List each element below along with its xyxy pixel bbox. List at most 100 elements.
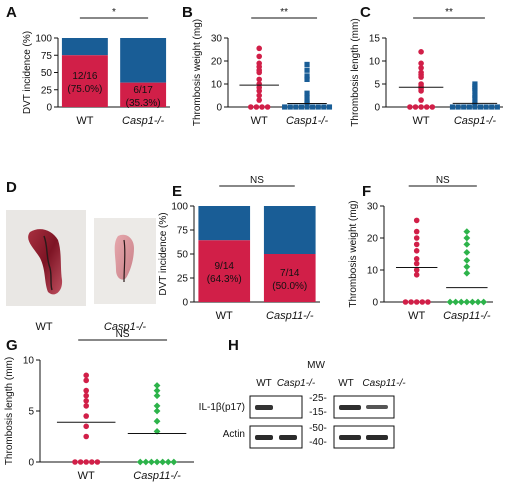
data-point — [494, 104, 500, 110]
panel-letter: A — [6, 4, 17, 21]
suture-ko — [123, 239, 126, 283]
mw-marker: -25- — [309, 393, 327, 404]
panel-f: F 0 10 20 30 Thrombosis weight (mg) WT Casp11-/… — [348, 175, 493, 322]
data-point — [413, 241, 420, 248]
bar-percent-label: (50.0%) — [272, 281, 307, 292]
data-point — [423, 104, 430, 110]
y-tick-label: 75 — [41, 51, 53, 62]
data-point — [256, 97, 263, 103]
data-point — [153, 407, 161, 415]
data-point — [472, 104, 478, 110]
blot-band — [255, 405, 273, 410]
data-point — [483, 104, 489, 110]
significance-label: * — [112, 7, 116, 18]
category-label: WT — [76, 115, 93, 127]
panel-b: B 0 10 20 30 Thrombosis weight (mg) WT Casp1-/-… — [182, 4, 333, 127]
significance-label: NS — [116, 329, 130, 340]
data-point — [248, 104, 254, 110]
y-tick-label: 20 — [367, 234, 379, 245]
panel-d: D WT Casp1-/- — [6, 179, 156, 333]
data-point — [304, 90, 310, 96]
panel-g: G 0 5 10 Thrombosis length (mm) WT Casp11-/- NS — [4, 329, 194, 482]
bar-positive — [61, 55, 108, 107]
bar-count-label: 12/16 — [72, 71, 97, 82]
y-axis-label: DVT incidence (%) — [22, 31, 33, 114]
panel-letter: G — [6, 337, 18, 354]
data-point — [418, 88, 424, 94]
bar-positive — [198, 240, 251, 302]
y-axis-label: Thrombosis length (mm) — [350, 18, 361, 126]
data-point — [472, 95, 478, 101]
data-point — [413, 217, 420, 224]
y-tick-label: 10 — [369, 57, 381, 68]
significance-label: ** — [280, 7, 288, 18]
data-point — [326, 104, 333, 110]
data-point — [170, 458, 178, 466]
data-point — [413, 255, 420, 262]
blot-box — [249, 425, 303, 449]
y-tick-label: 10 — [23, 356, 35, 367]
data-point — [304, 104, 310, 110]
data-point — [466, 104, 472, 110]
data-point — [463, 257, 471, 264]
data-point — [142, 458, 150, 466]
bar-negative — [61, 38, 108, 56]
y-tick-label: 10 — [367, 266, 379, 277]
bar-percent-label: (64.3%) — [207, 274, 242, 285]
category-label: Casp1-/- — [122, 115, 165, 127]
data-point — [463, 269, 471, 277]
data-point — [413, 272, 420, 278]
y-tick-label: 15 — [369, 34, 381, 45]
blot-band — [366, 435, 388, 440]
y-tick-label: 50 — [41, 68, 53, 79]
category-label: Casp1-/- — [454, 115, 497, 127]
data-point — [83, 423, 89, 430]
data-point — [480, 298, 488, 306]
data-point — [413, 235, 420, 241]
data-point — [463, 241, 471, 248]
y-axis-label: Thrombosis weight (mg) — [192, 19, 203, 126]
category-label: Casp11-/- — [266, 310, 314, 322]
data-point — [304, 61, 310, 68]
category-label: Casp1-/- — [286, 115, 329, 127]
data-point — [259, 104, 265, 110]
data-point — [463, 228, 471, 235]
panel-letter: B — [182, 4, 193, 21]
y-tick-label: 0 — [216, 103, 222, 114]
data-point — [461, 104, 467, 110]
blot-box — [333, 425, 395, 449]
data-point — [449, 104, 456, 110]
data-point — [463, 234, 471, 242]
data-point — [455, 104, 461, 110]
category-label: WT — [251, 115, 268, 127]
data-point — [83, 459, 89, 465]
bar-count-label: 6/17 — [133, 85, 153, 96]
data-point — [153, 458, 161, 466]
data-point — [256, 53, 263, 60]
y-tick-label: 0 — [28, 458, 34, 469]
data-point — [83, 372, 89, 379]
data-point — [83, 377, 89, 384]
data-point — [83, 387, 89, 394]
y-tick-label: 0 — [182, 298, 188, 309]
y-axis-label: Thrombosis weight (mg) — [348, 200, 359, 307]
category-label: Casp11-/- — [133, 470, 181, 482]
data-point — [452, 298, 460, 306]
data-point — [256, 45, 263, 52]
y-tick-label: 75 — [177, 226, 189, 237]
panel-h: H MW WT Casp1-/- WT Casp11-/- IL-1β(p17) Actin -… — [199, 337, 406, 449]
data-point — [287, 104, 293, 110]
data-point — [413, 248, 420, 254]
data-point — [463, 263, 471, 271]
data-point — [402, 299, 409, 305]
data-point — [298, 104, 305, 110]
y-axis-label: DVT incidence (%) — [158, 212, 169, 295]
data-point — [89, 459, 95, 465]
category-label: WT — [78, 470, 95, 482]
blot-band — [279, 435, 297, 440]
data-point — [153, 387, 161, 394]
thrombus-wt — [28, 229, 63, 295]
